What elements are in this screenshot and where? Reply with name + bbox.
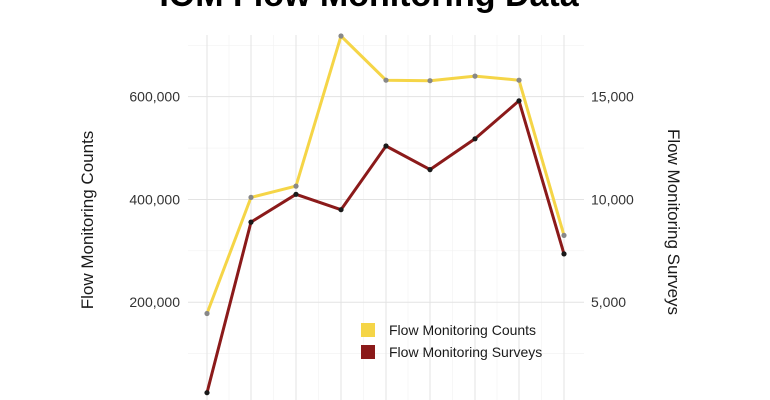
legend-key-counts (361, 323, 375, 337)
series-lines (204, 33, 567, 396)
data-point-counts (293, 183, 299, 189)
right-tick-label: 10,000 (591, 191, 634, 207)
data-point-counts (472, 73, 478, 79)
data-point-surveys (338, 207, 344, 213)
data-point-counts (248, 194, 254, 200)
data-point-surveys (561, 251, 567, 257)
data-point-counts (561, 232, 567, 238)
data-point-surveys (204, 390, 210, 396)
left-axis-title: Flow Monitoring Counts (78, 131, 97, 310)
data-point-surveys (383, 143, 389, 149)
data-point-counts (516, 77, 522, 83)
data-point-surveys (248, 219, 254, 225)
data-point-surveys (293, 191, 299, 197)
data-point-counts (204, 310, 210, 317)
right-tick-label: 5,000 (591, 294, 626, 310)
right-axis-title: Flow Monitoring Surveys (664, 129, 683, 315)
legend-label-surveys: Flow Monitoring Surveys (389, 344, 542, 360)
left-tick-label: 200,000 (129, 294, 180, 310)
legend: Flow Monitoring Counts Flow Monitoring S… (361, 322, 542, 360)
data-point-counts (383, 77, 389, 83)
data-point-counts (427, 78, 433, 84)
left-axis-tick-labels: 200,000 400,000 600,000 (129, 89, 180, 311)
right-axis-tick-labels: 5,000 10,000 15,000 (591, 89, 634, 311)
data-point-surveys (472, 136, 478, 142)
grid-lines (188, 35, 584, 400)
left-tick-label: 600,000 (129, 89, 180, 105)
right-tick-label: 15,000 (591, 89, 634, 105)
legend-key-surveys (361, 345, 375, 359)
chart-title: IOM Flow Monitoring Data (159, 0, 579, 14)
data-point-surveys (516, 98, 522, 104)
left-tick-label: 400,000 (129, 191, 180, 207)
legend-label-counts: Flow Monitoring Counts (389, 322, 536, 338)
data-point-surveys (427, 167, 433, 173)
data-point-counts (338, 33, 344, 39)
